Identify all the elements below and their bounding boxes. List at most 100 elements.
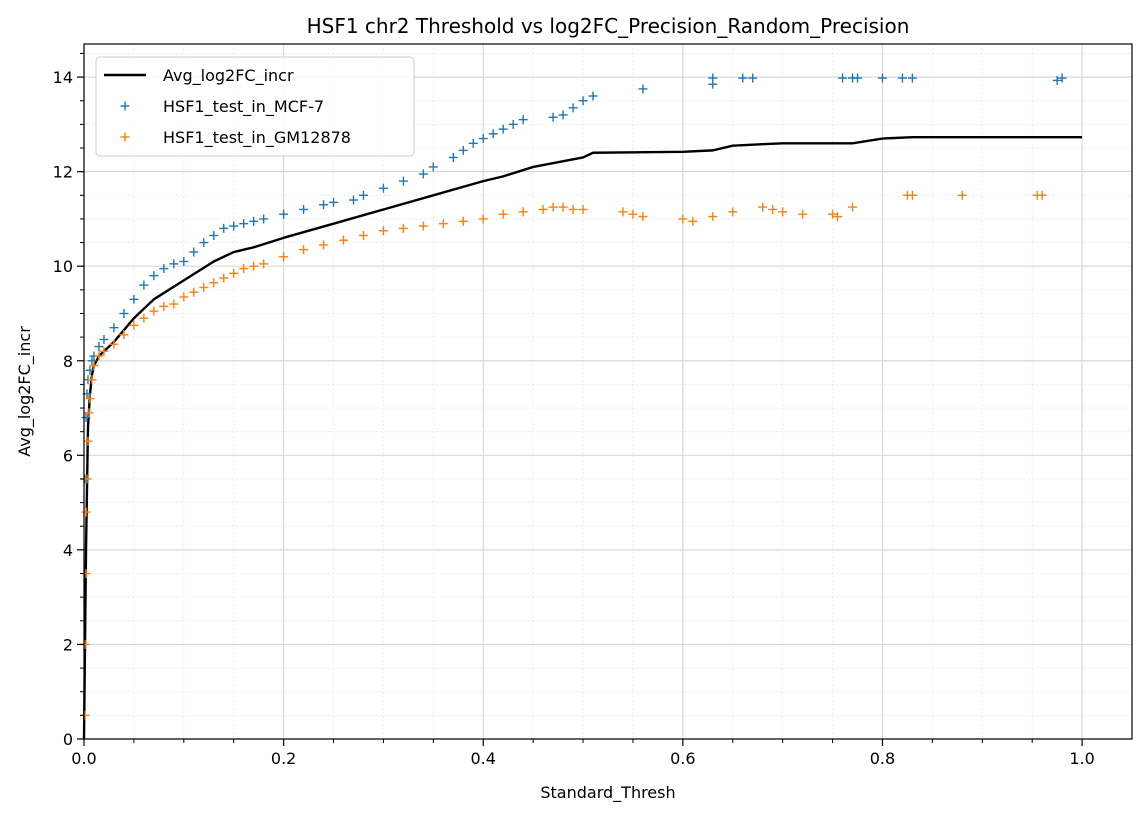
data-point-mcf7 [209,230,219,240]
data-point-gm12878 [708,212,718,222]
data-point-gm12878 [89,360,99,370]
data-point-mcf7 [279,209,289,219]
data-point-mcf7 [189,247,199,257]
axes-layer: 0.0 0.2 0.4 0.6 0.8 1.0 0 2 4 6 8 10 12 14 [53,43,1133,768]
data-point-mcf7 [299,204,309,214]
x-tick-label: 0.6 [670,749,695,768]
legend-label: HSF1_test_in_MCF-7 [163,97,324,117]
data-point-gm12878 [109,339,119,349]
y-tick-label: 14 [53,68,73,87]
data-point-gm12878 [628,209,638,219]
data-point-mcf7 [838,73,848,83]
data-point-gm12878 [85,394,95,404]
data-point-gm12878 [798,209,808,219]
data-point-mcf7 [897,73,907,83]
data-point-gm12878 [84,408,94,418]
data-point-mcf7 [738,73,748,83]
data-point-mcf7 [119,308,129,318]
data-point-mcf7 [94,342,104,352]
data-point-mcf7 [418,169,428,179]
legend: Avg_log2FC_incr HSF1_test_in_MCF-7 HSF1_te… [95,56,415,157]
data-point-mcf7 [348,195,358,205]
data-point-mcf7 [229,221,239,231]
data-point-gm12878 [339,235,349,245]
data-point-gm12878 [768,204,778,214]
data-point-mcf7 [378,183,388,193]
data-point-mcf7 [748,73,758,83]
data-point-mcf7 [249,216,259,226]
y-tick-label: 4 [63,541,73,560]
data-point-mcf7 [428,162,438,172]
data-point-gm12878 [169,299,179,309]
data-point-mcf7 [498,124,508,134]
data-point-mcf7 [558,110,568,120]
data-point-gm12878 [259,259,269,269]
data-point-gm12878 [618,207,628,217]
data-point-gm12878 [578,204,588,214]
y-tick-label: 6 [63,446,73,465]
data-point-gm12878 [638,212,648,222]
data-point-mcf7 [877,73,887,83]
data-point-mcf7 [169,259,179,269]
data-point-mcf7 [199,238,209,248]
data-point-mcf7 [81,413,91,423]
chart-title: HSF1 chr2 Threshold vs log2FC_Precision_… [307,14,910,38]
data-point-gm12878 [358,230,368,240]
data-point-gm12878 [398,223,408,233]
data-point-mcf7 [259,214,269,224]
x-tick-label: 0.8 [870,749,895,768]
data-point-gm12878 [129,320,139,330]
data-point-gm12878 [219,273,229,283]
data-point-gm12878 [688,216,698,226]
data-point-gm12878 [907,190,917,200]
x-tick-label: 0.4 [471,749,496,768]
data-point-mcf7 [1052,75,1062,85]
data-point-gm12878 [149,306,159,316]
data-point-gm12878 [828,209,838,219]
data-point-gm12878 [1037,190,1047,200]
data-point-gm12878 [538,204,548,214]
data-point-gm12878 [209,278,219,288]
legend-label: HSF1_test_in_GM12878 [163,128,351,148]
y-tick-label: 2 [63,635,73,654]
data-point-gm12878 [778,207,788,217]
data-point-mcf7 [853,73,863,83]
data-point-gm12878 [758,202,768,212]
data-point-gm12878 [94,351,104,361]
data-point-gm12878 [139,313,149,323]
data-point-gm12878 [728,207,738,217]
data-point-mcf7 [398,176,408,186]
data-point-gm12878 [239,264,249,274]
data-point-mcf7 [448,152,458,162]
legend-swatch-marker [120,101,130,111]
data-point-mcf7 [85,365,95,375]
data-point-gm12878 [518,207,528,217]
data-point-gm12878 [99,346,109,356]
data-point-gm12878 [378,226,388,236]
data-point-mcf7 [87,356,97,366]
data-point-mcf7 [907,73,917,83]
legend-label: Avg_log2FC_incr [163,66,294,86]
y-tick-label: 12 [53,163,73,182]
legend-swatch-marker [120,132,130,142]
data-point-gm12878 [81,507,91,517]
data-point-mcf7 [588,91,598,101]
x-tick-label: 0.0 [71,749,96,768]
y-tick-label: 0 [63,730,73,749]
data-point-gm12878 [299,245,309,255]
data-point-mcf7 [1057,73,1067,83]
data-point-gm12878 [438,219,448,229]
plot-area-frame [83,43,1133,740]
data-point-gm12878 [678,214,688,224]
data-point-mcf7 [149,271,159,281]
x-tick-label: 0.2 [271,749,296,768]
data-point-gm12878 [199,282,209,292]
data-point-mcf7 [488,129,498,139]
data-point-mcf7 [468,138,478,148]
data-point-mcf7 [508,119,518,129]
data-point-gm12878 [87,375,97,385]
data-point-mcf7 [458,145,468,155]
data-point-gm12878 [159,301,169,311]
